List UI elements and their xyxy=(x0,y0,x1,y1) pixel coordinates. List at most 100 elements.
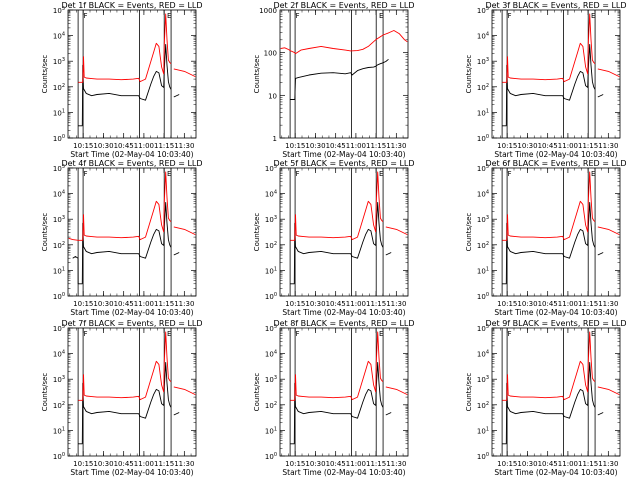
y-tick-label: 102 xyxy=(53,241,65,250)
y-tick-label: 101 xyxy=(477,426,489,435)
y-tick-label: 100 xyxy=(477,134,489,143)
y-tick-label: 1 xyxy=(273,135,277,143)
x-tick-label: 10:30 xyxy=(517,300,537,308)
y-tick-label: 104 xyxy=(477,350,489,359)
chart-title: Det 2f BLACK = Events, RED = LLD xyxy=(273,1,414,10)
y-tick-label: 104 xyxy=(477,32,489,41)
x-tick-label: 11:15 xyxy=(154,460,174,468)
y-tick-label: 105 xyxy=(53,324,65,333)
x-tick-label: 10:30 xyxy=(305,460,325,468)
y-axis-label: Counts/sec xyxy=(41,373,49,412)
x-tick-label: 11:15 xyxy=(154,142,174,150)
lld-series-line xyxy=(290,331,408,401)
x-tick-label: 11:00 xyxy=(346,460,366,468)
y-tick-label: 10 xyxy=(268,92,277,100)
y-tick-label: 105 xyxy=(477,324,489,333)
y-tick-label: 101 xyxy=(53,266,65,275)
x-tick-label: 11:30 xyxy=(174,460,194,468)
flag-label: E xyxy=(591,12,595,20)
x-tick-label: 11:30 xyxy=(386,300,406,308)
y-tick-label: 100 xyxy=(264,50,277,58)
y-axis-label: Counts/sec xyxy=(465,213,473,252)
y-tick-label: 102 xyxy=(477,241,489,250)
lld-series-line xyxy=(502,171,620,241)
lld-series-line xyxy=(290,171,408,241)
x-tick-label: 11:15 xyxy=(578,460,598,468)
lld-series-line xyxy=(280,30,408,55)
plot-frame xyxy=(67,9,197,139)
x-tick-label: 10:30 xyxy=(93,460,113,468)
x-tick-label: 11:15 xyxy=(366,142,386,150)
plot-frame xyxy=(491,167,621,297)
x-tick-label: 10:30 xyxy=(305,142,325,150)
x-tick-label: 10:15 xyxy=(497,300,517,308)
x-tick-label: 11:30 xyxy=(174,142,194,150)
x-tick-label: 10:45 xyxy=(538,460,558,468)
y-tick-label: 104 xyxy=(477,190,489,199)
y-tick-label: 105 xyxy=(53,6,65,15)
chart-title: Det 9f BLACK = Events, RED = LLD xyxy=(485,319,626,328)
x-tick-label: 11:15 xyxy=(578,300,598,308)
y-tick-label: 102 xyxy=(265,241,277,250)
y-axis-label: Counts/sec xyxy=(253,55,261,94)
flag-label: E xyxy=(167,330,171,338)
plot-frame xyxy=(279,327,409,457)
y-tick-label: 105 xyxy=(477,6,489,15)
flag-label: F xyxy=(295,170,299,178)
x-tick-label: 11:30 xyxy=(598,460,618,468)
y-tick-label: 100 xyxy=(477,292,489,301)
plot-frame xyxy=(491,9,621,139)
chart-panel-2: 1 10 100 1000 10:15 10:30 10:45 11:00 11:15 11:30… xyxy=(253,1,415,159)
x-tick-label: 10:45 xyxy=(538,142,558,150)
y-axis-label: Counts/sec xyxy=(41,213,49,252)
x-tick-label: 10:30 xyxy=(517,460,537,468)
y-tick-label: 102 xyxy=(477,83,489,92)
lld-series-line xyxy=(68,171,196,241)
y-tick-label: 105 xyxy=(53,164,65,173)
x-tick-label: 10:45 xyxy=(326,142,346,150)
y-tick-label: 104 xyxy=(53,350,65,359)
y-tick-label: 101 xyxy=(265,266,277,275)
y-tick-label: 102 xyxy=(265,401,277,410)
chart-title: Det 5f BLACK = Events, RED = LLD xyxy=(273,159,414,168)
y-tick-label: 103 xyxy=(53,57,65,66)
y-tick-label: 104 xyxy=(265,190,277,199)
flag-label: E xyxy=(591,170,595,178)
y-tick-label: 104 xyxy=(53,32,65,41)
x-tick-label: 11:00 xyxy=(346,300,366,308)
y-tick-label: 101 xyxy=(265,426,277,435)
flag-label: E xyxy=(167,12,171,20)
flag-label: E xyxy=(591,330,595,338)
lld-series-line xyxy=(78,331,196,401)
x-tick-label: 10:30 xyxy=(93,142,113,150)
y-tick-label: 103 xyxy=(477,215,489,224)
x-tick-label: 11:30 xyxy=(174,300,194,308)
x-axis-label: Start Time (02-May-04 10:03:40) xyxy=(494,150,617,159)
y-axis-label: Counts/sec xyxy=(253,373,261,412)
y-tick-label: 103 xyxy=(53,375,65,384)
plot-frame xyxy=(491,327,621,457)
plot-frame xyxy=(67,167,197,297)
x-tick-label: 11:00 xyxy=(558,300,578,308)
y-tick-label: 101 xyxy=(477,266,489,275)
x-tick-label: 11:15 xyxy=(154,300,174,308)
chart-title: Det 7f BLACK = Events, RED = LLD xyxy=(61,319,202,328)
y-tick-label: 102 xyxy=(53,83,65,92)
y-tick-label: 105 xyxy=(265,324,277,333)
y-tick-label: 103 xyxy=(477,375,489,384)
y-tick-label: 102 xyxy=(477,401,489,410)
y-tick-label: 104 xyxy=(265,350,277,359)
y-tick-label: 101 xyxy=(53,426,65,435)
x-axis-label: Start Time (02-May-04 10:03:40) xyxy=(70,468,193,477)
flag-label: E xyxy=(379,12,383,20)
y-tick-label: 100 xyxy=(265,292,277,301)
y-tick-label: 100 xyxy=(53,134,65,143)
y-axis-label: Counts/sec xyxy=(465,373,473,412)
lld-series-line xyxy=(502,331,620,401)
events-series-line xyxy=(72,202,180,285)
x-tick-label: 10:45 xyxy=(326,300,346,308)
